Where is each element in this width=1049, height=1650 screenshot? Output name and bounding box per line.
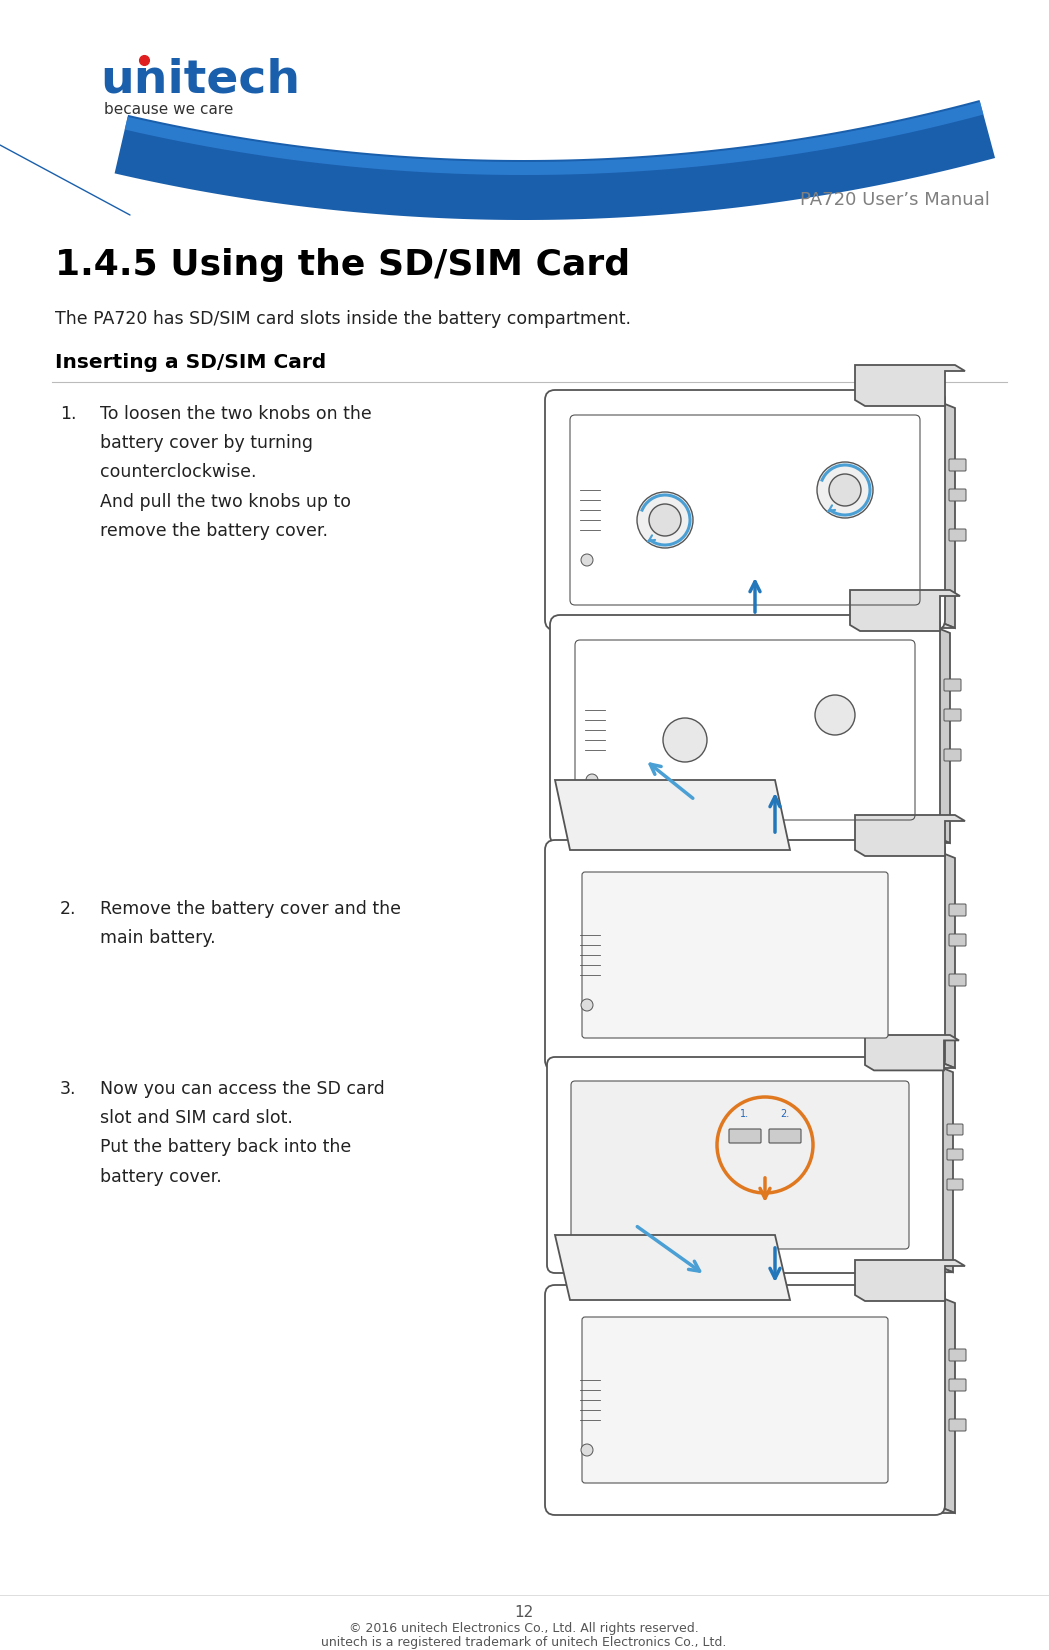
FancyBboxPatch shape bbox=[944, 710, 961, 721]
Circle shape bbox=[815, 695, 855, 734]
Circle shape bbox=[581, 554, 593, 566]
Polygon shape bbox=[850, 591, 960, 630]
Polygon shape bbox=[125, 102, 983, 175]
FancyBboxPatch shape bbox=[949, 974, 966, 987]
Circle shape bbox=[586, 774, 598, 785]
Text: 12: 12 bbox=[514, 1605, 534, 1620]
FancyBboxPatch shape bbox=[545, 840, 945, 1069]
Text: 2.: 2. bbox=[780, 1109, 790, 1119]
Text: 1.: 1. bbox=[60, 404, 77, 422]
FancyBboxPatch shape bbox=[545, 389, 945, 630]
Text: Inserting a SD/SIM Card: Inserting a SD/SIM Card bbox=[55, 353, 326, 371]
Text: unitech is a registered trademark of unitech Electronics Co., Ltd.: unitech is a registered trademark of uni… bbox=[321, 1637, 727, 1648]
Text: 1.: 1. bbox=[741, 1109, 750, 1119]
FancyBboxPatch shape bbox=[769, 1129, 801, 1143]
FancyBboxPatch shape bbox=[947, 1180, 963, 1190]
FancyBboxPatch shape bbox=[582, 871, 889, 1038]
FancyBboxPatch shape bbox=[949, 459, 966, 470]
Circle shape bbox=[581, 998, 593, 1011]
FancyBboxPatch shape bbox=[949, 934, 966, 945]
Polygon shape bbox=[865, 1035, 959, 1071]
Polygon shape bbox=[855, 365, 965, 406]
Circle shape bbox=[649, 503, 681, 536]
Text: because we care: because we care bbox=[104, 102, 233, 117]
Text: 1.4.5 Using the SD/SIM Card: 1.4.5 Using the SD/SIM Card bbox=[55, 248, 630, 282]
Polygon shape bbox=[930, 625, 950, 843]
FancyBboxPatch shape bbox=[949, 1350, 966, 1361]
Circle shape bbox=[663, 718, 707, 762]
Circle shape bbox=[817, 462, 873, 518]
Text: Now you can access the SD card
slot and SIM card slot.
Put the battery back into: Now you can access the SD card slot and … bbox=[100, 1081, 385, 1186]
FancyBboxPatch shape bbox=[550, 615, 940, 845]
Polygon shape bbox=[935, 1295, 955, 1513]
FancyBboxPatch shape bbox=[571, 1081, 909, 1249]
Polygon shape bbox=[855, 1261, 965, 1300]
FancyBboxPatch shape bbox=[729, 1129, 761, 1143]
Polygon shape bbox=[935, 399, 955, 629]
Text: 2.: 2. bbox=[60, 899, 77, 917]
FancyBboxPatch shape bbox=[545, 1285, 945, 1515]
FancyBboxPatch shape bbox=[949, 904, 966, 916]
Polygon shape bbox=[855, 815, 965, 856]
Circle shape bbox=[581, 1444, 593, 1455]
Text: PA720 User’s Manual: PA720 User’s Manual bbox=[800, 191, 990, 210]
Text: To loosen the two knobs on the
battery cover by turning
counterclockwise.
And pu: To loosen the two knobs on the battery c… bbox=[100, 404, 371, 540]
Polygon shape bbox=[555, 1266, 952, 1272]
FancyBboxPatch shape bbox=[944, 749, 961, 761]
Polygon shape bbox=[555, 1234, 790, 1300]
Polygon shape bbox=[114, 101, 996, 219]
Text: 3.: 3. bbox=[60, 1081, 77, 1097]
Polygon shape bbox=[555, 1059, 955, 1068]
Polygon shape bbox=[560, 835, 950, 843]
Circle shape bbox=[573, 1241, 587, 1254]
Circle shape bbox=[829, 474, 861, 507]
FancyBboxPatch shape bbox=[949, 530, 966, 541]
FancyBboxPatch shape bbox=[944, 680, 961, 691]
Polygon shape bbox=[935, 850, 955, 1068]
Text: unitech: unitech bbox=[100, 58, 300, 102]
Polygon shape bbox=[555, 1505, 955, 1513]
Text: The PA720 has SD/SIM card slots inside the battery compartment.: The PA720 has SD/SIM card slots inside t… bbox=[55, 310, 631, 328]
Text: Remove the battery cover and the
main battery.: Remove the battery cover and the main ba… bbox=[100, 899, 401, 947]
Text: © 2016 unitech Electronics Co., Ltd. All rights reserved.: © 2016 unitech Electronics Co., Ltd. All… bbox=[349, 1622, 699, 1635]
FancyBboxPatch shape bbox=[949, 1379, 966, 1391]
Polygon shape bbox=[935, 1064, 952, 1272]
FancyBboxPatch shape bbox=[582, 1317, 889, 1483]
FancyBboxPatch shape bbox=[949, 1419, 966, 1431]
Polygon shape bbox=[555, 780, 790, 850]
Circle shape bbox=[603, 1241, 617, 1254]
FancyBboxPatch shape bbox=[947, 1148, 963, 1160]
Polygon shape bbox=[555, 620, 955, 629]
FancyBboxPatch shape bbox=[947, 1124, 963, 1135]
Circle shape bbox=[637, 492, 693, 548]
FancyBboxPatch shape bbox=[949, 488, 966, 502]
FancyBboxPatch shape bbox=[547, 1058, 943, 1274]
